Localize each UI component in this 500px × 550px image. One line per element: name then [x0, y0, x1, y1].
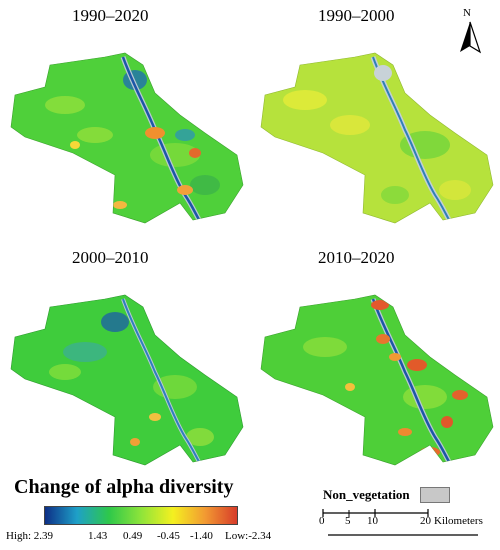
map-base	[10, 52, 244, 224]
legend-tick: -1.40	[190, 530, 213, 542]
scale-tick: 20	[420, 515, 431, 527]
map-1990-2020	[10, 52, 244, 224]
scale-tick: 0	[319, 515, 325, 527]
map-1990-2000	[260, 52, 494, 224]
scale-tick: 10	[367, 515, 378, 527]
panel-title-1990-2020: 1990–2020	[72, 6, 149, 25]
map-base	[10, 294, 244, 466]
color-ramp	[44, 506, 238, 525]
north-label: N	[463, 7, 471, 19]
panel-title-2000-2010: 2000–2010	[72, 248, 149, 267]
legend-tick-high: High: 2.39	[6, 530, 54, 542]
legend-tick: -0.45	[157, 530, 180, 542]
scale-tick: 5	[345, 515, 351, 527]
legend-tick: 0.49	[123, 530, 143, 542]
scale-unit: Kilometers	[434, 515, 483, 527]
nonveg-label: Non_vegetation	[323, 487, 410, 502]
nonveg-swatch	[420, 487, 450, 503]
map-2000-2010	[10, 294, 244, 466]
map-base	[260, 294, 494, 466]
panel-title-2010-2020: 2010–2020	[318, 248, 395, 267]
panel-title-1990-2000: 1990–2000	[318, 6, 395, 25]
legend-tick: 1.43	[88, 530, 108, 542]
scale-bar	[322, 509, 478, 536]
legend-tick-low: Low:-2.34	[225, 530, 272, 542]
map-2010-2020	[260, 294, 494, 466]
north-arrow-icon	[460, 21, 482, 54]
legend-title: Change of alpha diversity	[14, 476, 234, 498]
